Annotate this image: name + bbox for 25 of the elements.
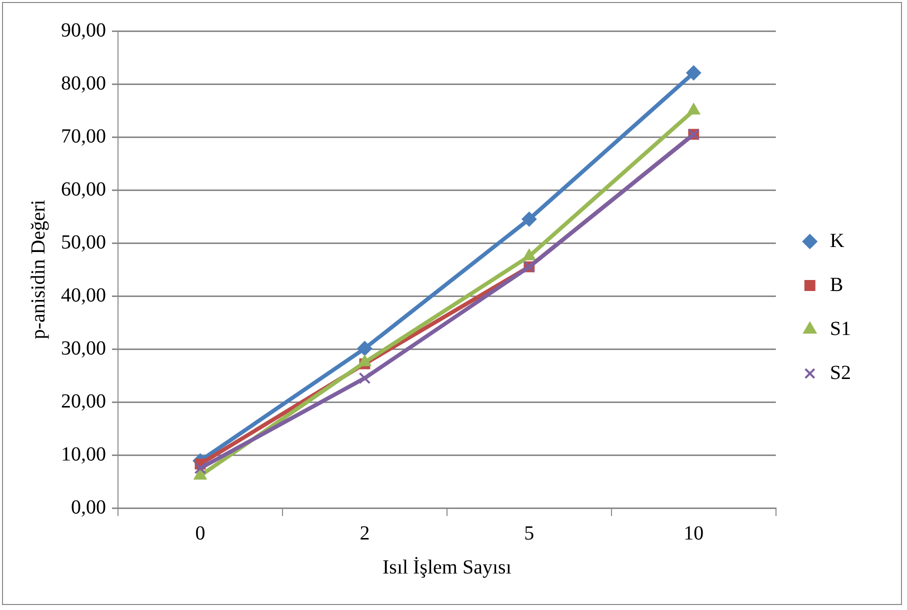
y-tick-label: 50,00	[61, 231, 106, 254]
x-tick-label: 5	[524, 522, 534, 544]
legend-label: K	[830, 230, 845, 252]
x-tick-label: 0	[195, 522, 206, 544]
y-tick-label: 60,00	[61, 178, 106, 200]
y-tick-label: 0,00	[71, 496, 106, 518]
point	[686, 65, 702, 80]
y-tick-label: 20,00	[61, 390, 106, 412]
point	[357, 340, 372, 356]
y-tick-label: 80,00	[61, 72, 106, 94]
legend-label: S2	[830, 362, 851, 384]
x-axis-title: Isıl İşlem Sayısı	[382, 556, 512, 578]
legend-label: S1	[830, 318, 851, 340]
y-tick-label: 40,00	[61, 284, 106, 306]
point	[358, 372, 371, 384]
point	[194, 462, 206, 474]
point	[522, 212, 537, 227]
y-tick-label: 90,00	[61, 19, 106, 42]
y-axis-title: p-anisidin Değeri	[27, 199, 50, 340]
x-tick-label: 10	[684, 522, 704, 544]
x-tick-label: 2	[360, 522, 370, 544]
legend-label: B	[830, 274, 844, 296]
y-tick-label: 30,00	[61, 337, 106, 360]
y-tick-label: 70,00	[61, 125, 106, 148]
y-tick-label: 10,00	[61, 443, 106, 466]
